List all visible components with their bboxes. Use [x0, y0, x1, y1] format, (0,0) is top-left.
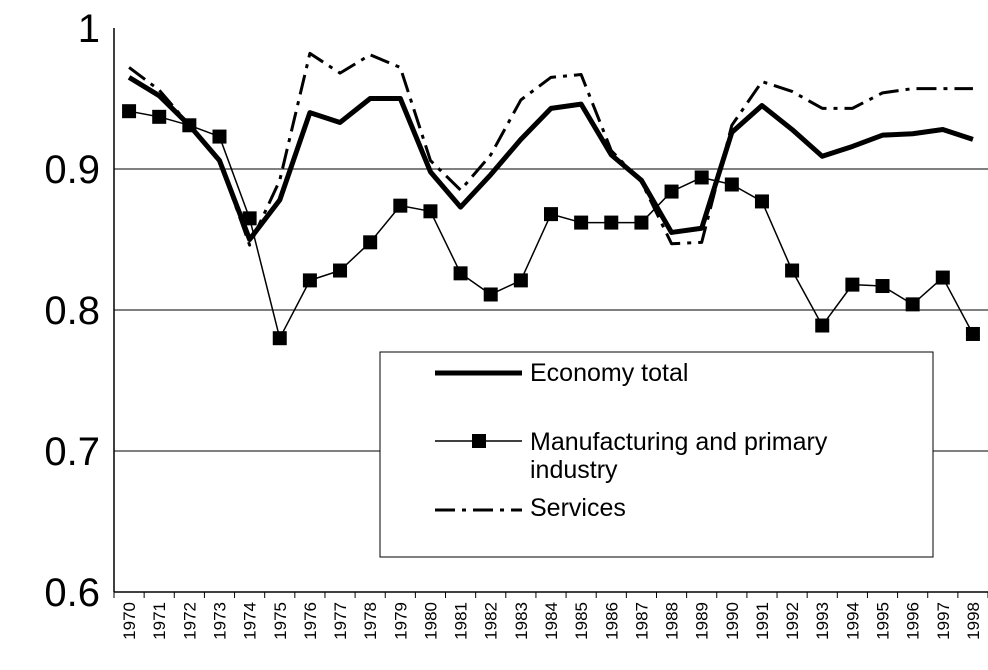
y-tick-label: 0.6	[44, 571, 100, 615]
x-tick-label: 1970	[120, 602, 139, 640]
legend-box	[379, 351, 934, 558]
legend-label: Services	[530, 494, 626, 522]
marker	[574, 215, 589, 230]
marker	[393, 198, 408, 213]
series-line	[128, 51, 973, 247]
x-tick-label: 1972	[180, 602, 199, 640]
marker	[212, 129, 227, 144]
x-tick-label: 1974	[241, 602, 260, 640]
marker	[242, 211, 257, 226]
x-tick-label: 1995	[874, 602, 893, 640]
x-tick-label: 1996	[904, 602, 923, 640]
x-tick-label: 1979	[391, 602, 410, 640]
marker	[513, 273, 528, 288]
x-tick-label: 1982	[482, 602, 501, 640]
marker	[333, 263, 348, 278]
x-tick-label: 1983	[512, 602, 531, 640]
x-tick-label: 1997	[934, 602, 953, 640]
x-tick-label: 1976	[301, 602, 320, 640]
x-tick-label: 1987	[632, 602, 651, 640]
x-tick-label: 1991	[753, 602, 772, 640]
legend-label: Manufacturing and primary industry	[530, 428, 828, 484]
legend-marker	[472, 434, 486, 448]
marker	[815, 318, 830, 333]
marker	[754, 194, 769, 209]
x-tick-label: 1994	[843, 602, 862, 640]
x-tick-label: 1977	[331, 602, 350, 640]
x-tick-label: 1992	[783, 602, 802, 640]
x-tick-label: 1989	[693, 602, 712, 640]
marker	[544, 207, 558, 222]
x-tick-label: 1984	[542, 602, 561, 640]
x-tick-label: 1981	[452, 602, 471, 640]
y-tick-label: 0.7	[44, 430, 100, 474]
marker	[935, 270, 950, 285]
series-line	[127, 75, 974, 242]
x-tick-label: 1990	[723, 602, 742, 640]
marker	[272, 331, 287, 346]
x-tick-label: 1975	[271, 602, 290, 640]
marker	[152, 109, 167, 124]
x-tick-label: 1998	[964, 602, 983, 640]
marker	[483, 287, 498, 302]
x-tick-label: 1971	[150, 602, 169, 640]
marker	[423, 204, 438, 219]
x-tick-label: 1993	[813, 602, 832, 640]
y-tick-label: 0.8	[44, 289, 100, 333]
x-tick-label: 1988	[663, 602, 682, 640]
x-tick-label: 1980	[421, 602, 440, 640]
marker	[965, 326, 980, 341]
marker	[905, 297, 920, 312]
marker	[724, 177, 739, 192]
marker	[363, 235, 378, 250]
marker	[664, 184, 679, 199]
marker	[875, 279, 890, 294]
y-tick-label: 0.9	[44, 148, 100, 192]
x-tick-label: 1985	[572, 602, 591, 640]
marker	[302, 273, 317, 288]
marker	[453, 266, 468, 281]
x-tick-label: 1978	[361, 602, 380, 640]
marker	[845, 277, 860, 292]
marker	[604, 215, 619, 230]
x-tick-label: 1986	[602, 602, 621, 640]
marker	[694, 170, 709, 185]
y-tick-label: 1	[78, 7, 100, 51]
marker	[634, 215, 649, 230]
marker	[785, 263, 800, 278]
marker	[122, 104, 137, 119]
x-tick-label: 1973	[210, 602, 229, 640]
legend-label: Economy total	[530, 359, 689, 387]
